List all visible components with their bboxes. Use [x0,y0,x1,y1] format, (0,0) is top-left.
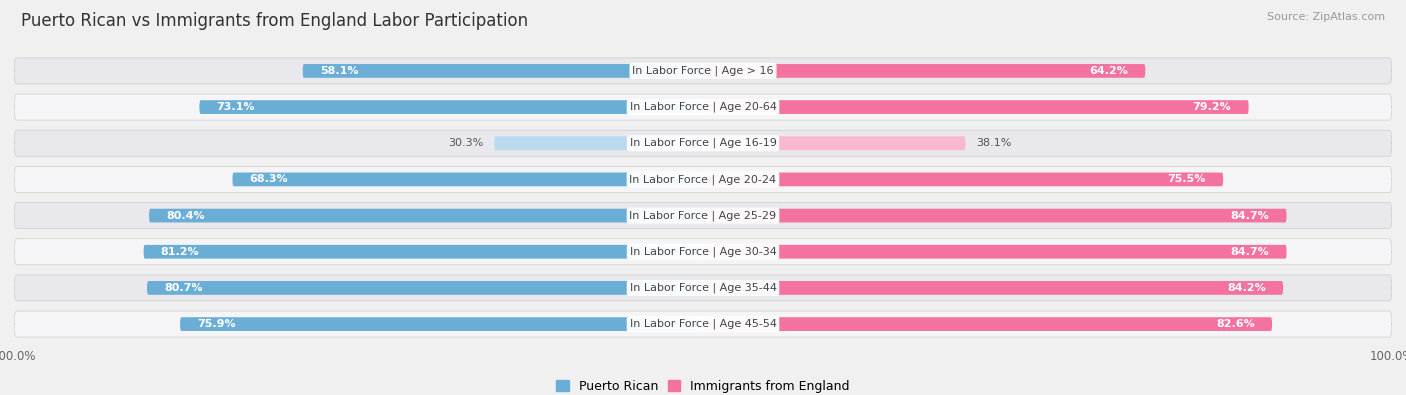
FancyBboxPatch shape [14,275,1392,301]
FancyBboxPatch shape [143,245,703,259]
FancyBboxPatch shape [703,64,1146,78]
FancyBboxPatch shape [149,209,703,222]
Text: 38.1%: 38.1% [976,138,1011,148]
Text: In Labor Force | Age > 16: In Labor Force | Age > 16 [633,66,773,76]
Text: 84.2%: 84.2% [1227,283,1265,293]
Text: In Labor Force | Age 45-54: In Labor Force | Age 45-54 [630,319,776,329]
Text: In Labor Force | Age 20-64: In Labor Force | Age 20-64 [630,102,776,112]
FancyBboxPatch shape [200,100,703,114]
Legend: Puerto Rican, Immigrants from England: Puerto Rican, Immigrants from England [554,377,852,395]
Text: 80.7%: 80.7% [165,283,202,293]
Text: 30.3%: 30.3% [449,138,484,148]
Text: 82.6%: 82.6% [1216,319,1254,329]
Text: 58.1%: 58.1% [321,66,359,76]
FancyBboxPatch shape [14,239,1392,265]
FancyBboxPatch shape [703,209,1286,222]
Text: 64.2%: 64.2% [1090,66,1128,76]
FancyBboxPatch shape [14,94,1392,120]
FancyBboxPatch shape [14,130,1392,156]
Text: Source: ZipAtlas.com: Source: ZipAtlas.com [1267,12,1385,22]
Text: 81.2%: 81.2% [160,247,200,257]
Text: In Labor Force | Age 35-44: In Labor Force | Age 35-44 [630,283,776,293]
FancyBboxPatch shape [148,281,703,295]
Text: In Labor Force | Age 30-34: In Labor Force | Age 30-34 [630,246,776,257]
Text: 73.1%: 73.1% [217,102,254,112]
FancyBboxPatch shape [495,136,703,150]
FancyBboxPatch shape [14,166,1392,192]
Text: 84.7%: 84.7% [1230,211,1270,220]
Text: 80.4%: 80.4% [166,211,205,220]
Text: 79.2%: 79.2% [1192,102,1232,112]
FancyBboxPatch shape [703,173,1223,186]
Text: 75.5%: 75.5% [1167,175,1206,184]
FancyBboxPatch shape [180,317,703,331]
FancyBboxPatch shape [703,317,1272,331]
FancyBboxPatch shape [14,203,1392,229]
Text: In Labor Force | Age 20-24: In Labor Force | Age 20-24 [630,174,776,185]
Text: 68.3%: 68.3% [250,175,288,184]
Text: In Labor Force | Age 25-29: In Labor Force | Age 25-29 [630,210,776,221]
FancyBboxPatch shape [703,136,966,150]
Text: Puerto Rican vs Immigrants from England Labor Participation: Puerto Rican vs Immigrants from England … [21,12,529,30]
FancyBboxPatch shape [703,281,1284,295]
FancyBboxPatch shape [703,100,1249,114]
FancyBboxPatch shape [703,245,1286,259]
Text: 84.7%: 84.7% [1230,247,1270,257]
FancyBboxPatch shape [232,173,703,186]
FancyBboxPatch shape [14,311,1392,337]
FancyBboxPatch shape [302,64,703,78]
Text: In Labor Force | Age 16-19: In Labor Force | Age 16-19 [630,138,776,149]
Text: 75.9%: 75.9% [197,319,236,329]
FancyBboxPatch shape [14,58,1392,84]
